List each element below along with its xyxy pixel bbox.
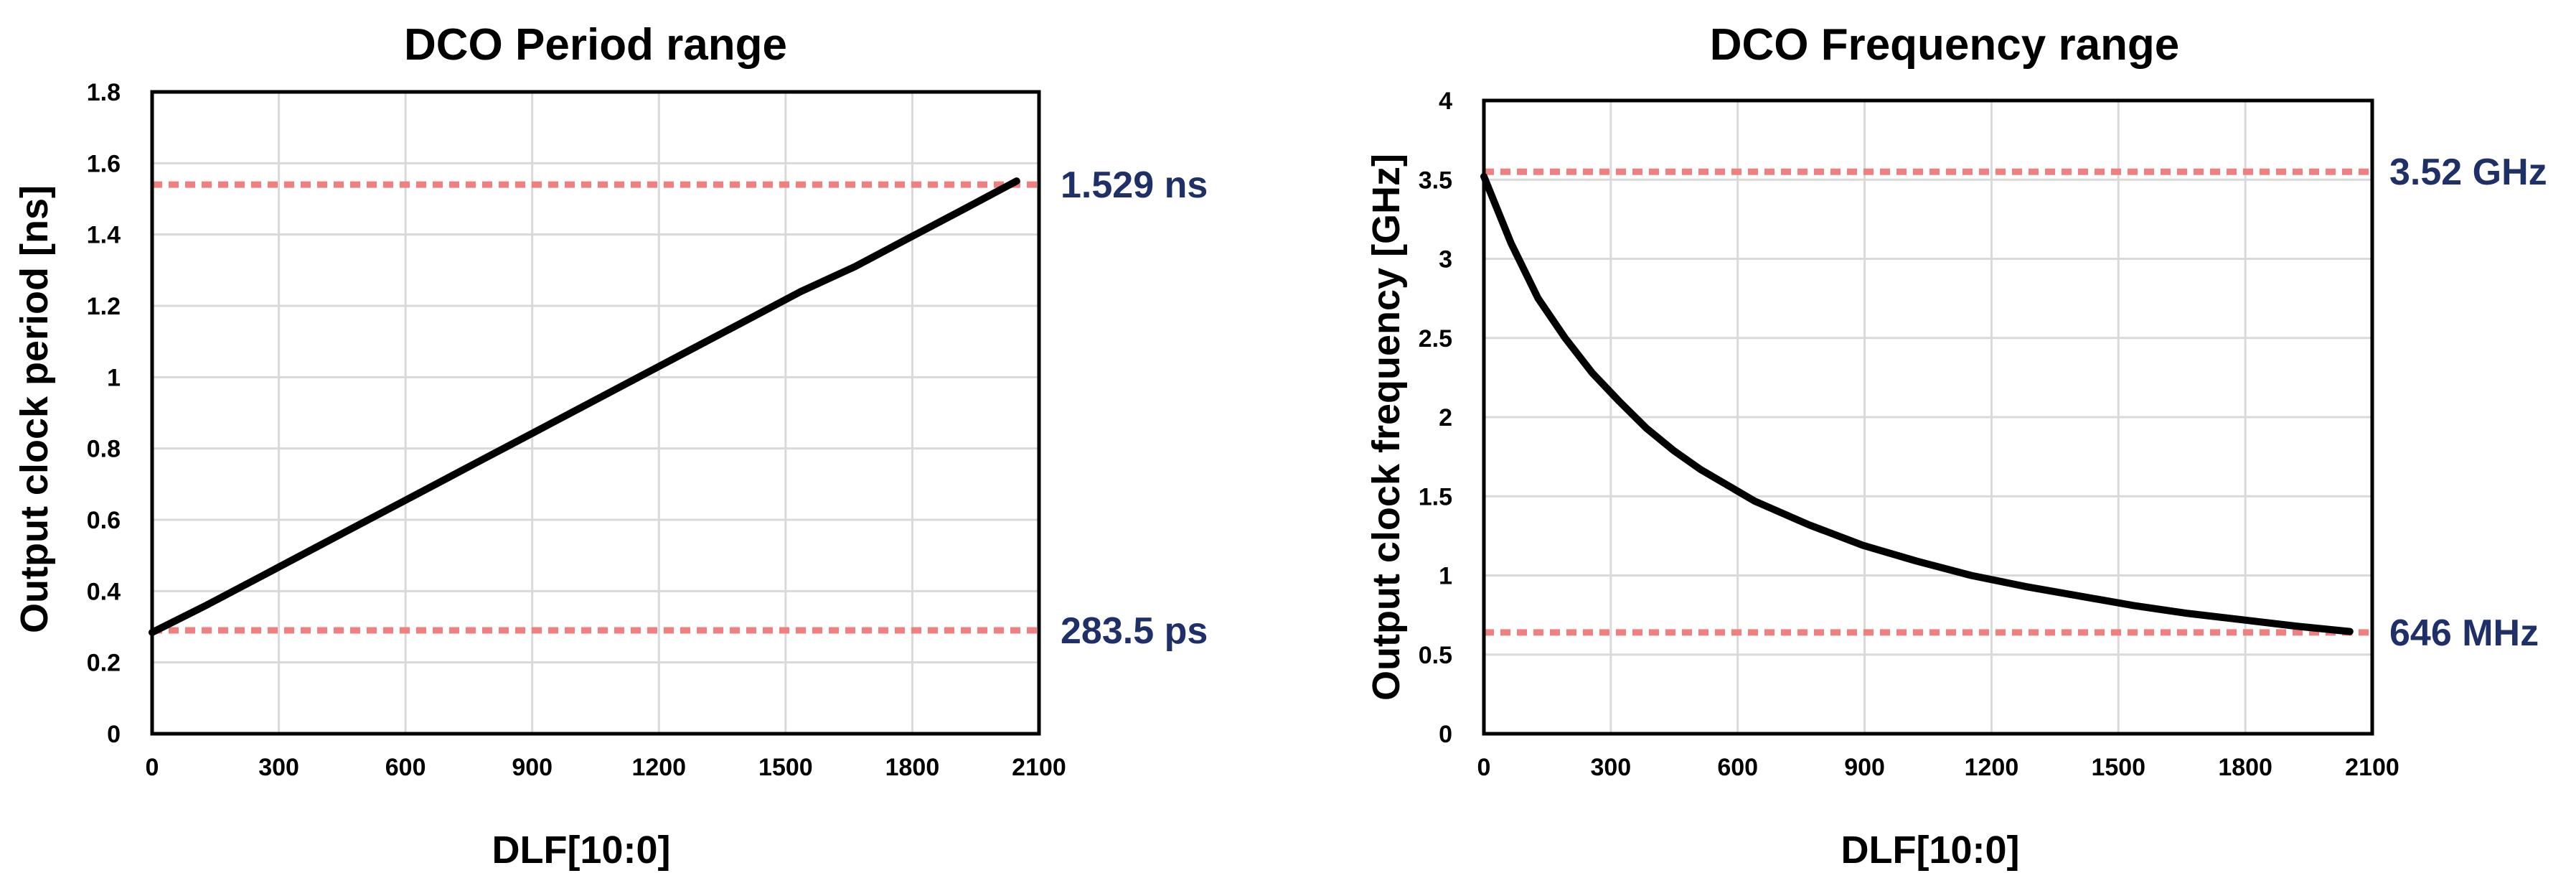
frequency-y-tick-label: 3.5 xyxy=(1419,167,1452,194)
frequency-x-tick-label: 0 xyxy=(1477,754,1491,781)
frequency-x-tick-label: 900 xyxy=(1844,754,1885,781)
period-chart-series xyxy=(149,177,1020,636)
period-y-tick-label: 0.6 xyxy=(87,507,121,534)
frequency-x-tick-label: 1200 xyxy=(1965,754,2019,781)
period-reference-label: 1.529 ns xyxy=(1061,164,1208,206)
frequency-reference-label: 646 MHz xyxy=(2389,612,2539,654)
period-chart-grid xyxy=(152,92,1039,734)
frequency-chart-annotations: 3.52 GHz 646 MHz xyxy=(2389,151,2547,654)
period-x-tick-label: 600 xyxy=(385,754,426,781)
period-y-tick-label: 0.4 xyxy=(87,578,121,605)
period-chart-annotations: 1.529 ns 283.5 ps xyxy=(1061,164,1208,652)
frequency-x-tick-label: 2100 xyxy=(2345,754,2399,781)
period-chart: DCO Period range DLF[10:0] Output clock … xyxy=(13,20,1208,872)
frequency-reference-label: 3.52 GHz xyxy=(2389,151,2547,193)
period-x-tick-label: 2100 xyxy=(1012,754,1066,781)
period-x-tick-label: 1800 xyxy=(885,754,940,781)
period-x-tick-label: 300 xyxy=(258,754,299,781)
period-x-tick-label: 1500 xyxy=(758,754,813,781)
period-series-line xyxy=(149,177,1020,636)
frequency-x-tick-label: 1500 xyxy=(2091,754,2145,781)
period-y-tick-label: 1.4 xyxy=(87,222,121,249)
frequency-plot-frame xyxy=(1482,98,2374,736)
frequency-y-tick-label: 3 xyxy=(1439,246,1452,274)
period-y-tick-label: 1.2 xyxy=(87,293,121,320)
frequency-y-tick-label: 2 xyxy=(1439,404,1452,431)
period-y-tick-label: 0 xyxy=(107,721,121,748)
period-y-tick-label: 0.2 xyxy=(87,650,121,677)
period-chart-frame xyxy=(150,90,1041,736)
frequency-x-tick-label: 1800 xyxy=(2218,754,2272,781)
frequency-y-tick-label: 0.5 xyxy=(1419,642,1452,669)
frequency-chart-x-axis-title: DLF[10:0] xyxy=(1841,829,2019,872)
frequency-chart-y-axis-title: Output clock frequency [GHz] xyxy=(1365,154,1408,701)
period-chart-y-axis-title: Output clock period [ns] xyxy=(13,185,56,633)
period-y-tick-label: 1 xyxy=(107,364,121,391)
frequency-chart: DCO Frequency range DLF[10:0] Output clo… xyxy=(1365,20,2547,872)
frequency-x-tick-label: 300 xyxy=(1590,754,1631,781)
period-x-tick-label: 900 xyxy=(512,754,553,781)
period-y-tick-label: 1.6 xyxy=(87,150,121,177)
frequency-y-tick-label: 1 xyxy=(1439,563,1452,590)
frequency-x-tick-label: 600 xyxy=(1717,754,1758,781)
period-y-tick-label: 0.8 xyxy=(87,436,121,463)
period-y-tick-label: 1.8 xyxy=(87,79,121,106)
period-reference-label: 283.5 ps xyxy=(1061,610,1208,652)
frequency-series-line xyxy=(1480,172,2354,635)
frequency-y-tick-label: 2.5 xyxy=(1419,325,1452,353)
frequency-y-tick-label: 0 xyxy=(1439,721,1452,748)
frequency-y-tick-label: 4 xyxy=(1439,88,1452,115)
frequency-chart-ticks: 0 300 600 900 1200 1500 1800 2100 0 0.5 1 1.5 2 2.5 3 3… xyxy=(1419,88,2399,781)
period-x-tick-label: 1200 xyxy=(631,754,686,781)
frequency-chart-series xyxy=(1480,172,2354,635)
period-x-tick-label: 0 xyxy=(146,754,159,781)
period-chart-ticks: 0 300 600 900 1200 1500 1800 2100 0 0.2 0.4 0.6 0.8 1… xyxy=(87,79,1066,781)
period-plot-frame xyxy=(150,90,1041,736)
period-chart-title: DCO Period range xyxy=(404,20,787,70)
frequency-chart-frame xyxy=(1482,98,2374,736)
frequency-chart-title: DCO Frequency range xyxy=(1710,20,2180,70)
frequency-y-tick-label: 1.5 xyxy=(1419,483,1452,510)
frequency-chart-grid xyxy=(1484,101,2372,734)
period-chart-x-axis-title: DLF[10:0] xyxy=(492,829,670,872)
